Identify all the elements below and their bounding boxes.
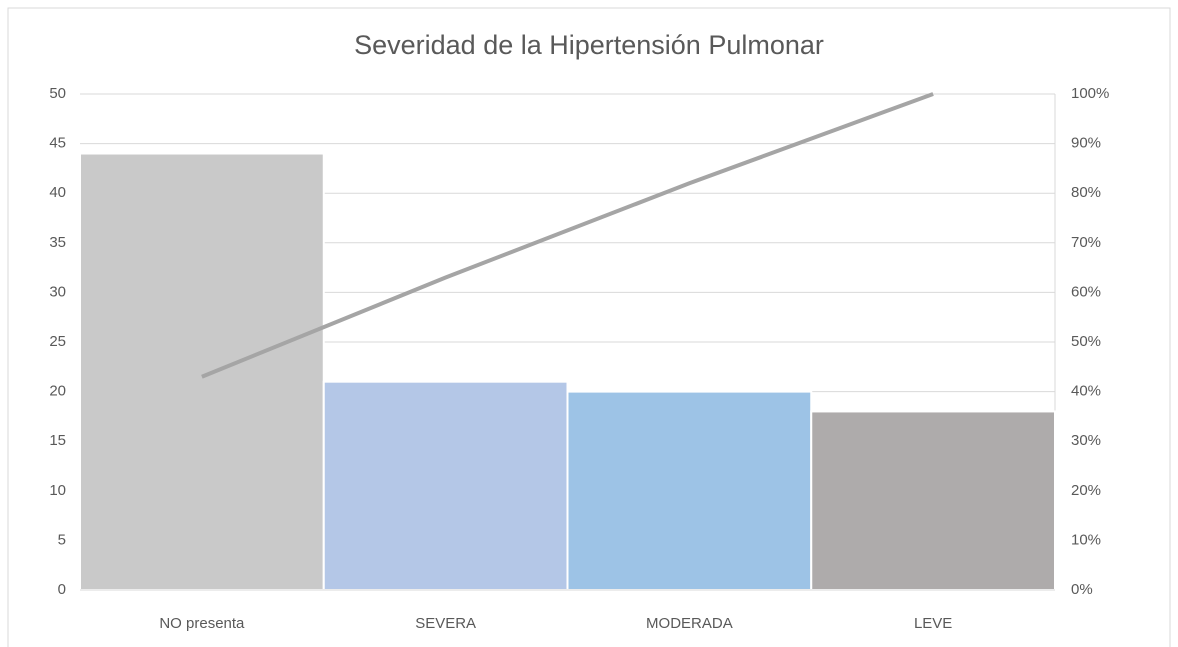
bar <box>810 410 1056 591</box>
cumulative-line <box>201 92 934 379</box>
y-tick-label: 10 <box>49 482 66 499</box>
y2-tick-label: 60% <box>1071 283 1101 300</box>
y2-tick-label: 90% <box>1071 135 1101 152</box>
x-tick-label: LEVE <box>914 615 952 632</box>
y-tick-label: 25 <box>49 333 66 350</box>
y-tick-label: 5 <box>58 531 66 548</box>
y2-tick-label: 80% <box>1071 184 1101 201</box>
y2-tick-label: 30% <box>1071 432 1101 449</box>
x-tick-label: SEVERA <box>415 615 476 632</box>
y-tick-label: 0 <box>58 581 66 598</box>
y2-tick-label: 70% <box>1071 234 1101 251</box>
bar <box>322 380 569 591</box>
y2-tick-label: 40% <box>1071 383 1101 400</box>
y2-tick-label: 50% <box>1071 333 1101 350</box>
y2-tick-label: 10% <box>1071 531 1101 548</box>
y-tick-label: 45 <box>49 135 66 152</box>
chart-title: Severidad de la Hipertensión Pulmonar <box>354 30 824 60</box>
y2-tick-label: 20% <box>1071 482 1101 499</box>
bar <box>79 152 325 592</box>
y2-tick-label: 0% <box>1071 581 1093 598</box>
y2-tick-label: 100% <box>1071 85 1109 102</box>
x-tick-label: NO presenta <box>159 615 245 632</box>
y-tick-label: 35 <box>49 234 66 251</box>
y-tick-label: 15 <box>49 432 66 449</box>
y-tick-label: 40 <box>49 184 66 201</box>
y-tick-label: 20 <box>49 383 66 400</box>
y-tick-label: 50 <box>49 85 66 102</box>
x-tick-label: MODERADA <box>646 615 733 632</box>
y-tick-label: 30 <box>49 283 66 300</box>
bar <box>566 390 813 591</box>
